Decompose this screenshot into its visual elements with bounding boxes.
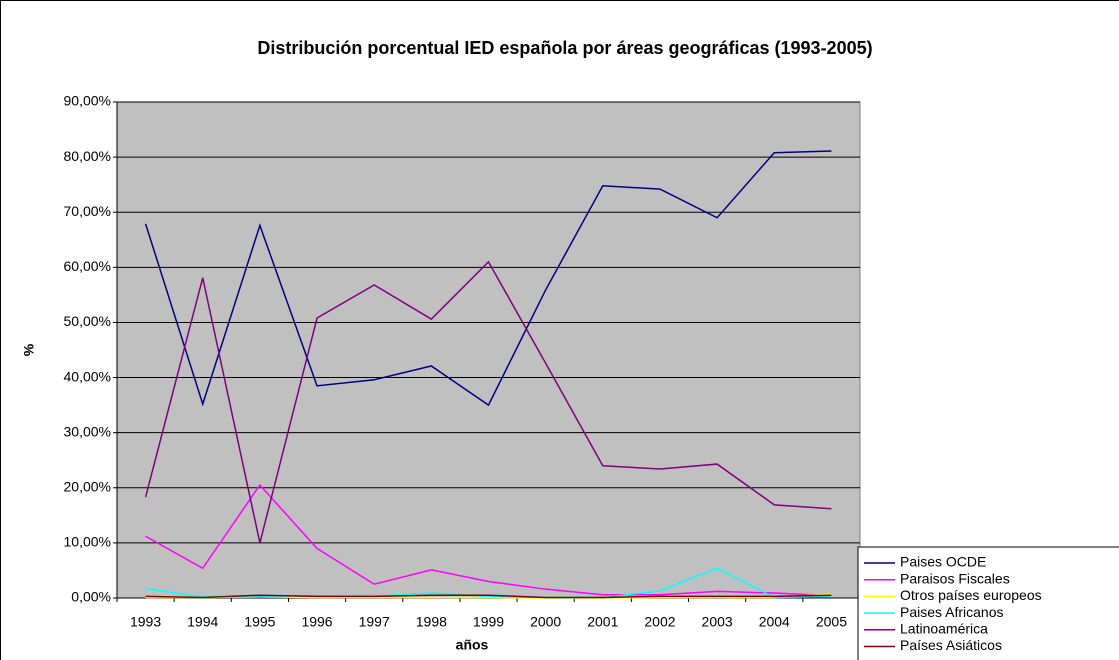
- x-tick-label: 2005: [816, 614, 847, 630]
- plot-area: [116, 101, 861, 599]
- legend-label: Latinoamérica: [900, 621, 988, 637]
- legend-label: Otros países europeos: [900, 587, 1042, 603]
- y-tick-label: 40,00%: [64, 368, 111, 384]
- y-tick-label: 0,00%: [71, 589, 111, 605]
- legend-label: Países Asiáticos: [900, 637, 1002, 653]
- x-tick-label: 2002: [644, 614, 675, 630]
- x-tick-label: 1995: [244, 614, 275, 630]
- legend-label: Paises OCDE: [900, 554, 986, 570]
- series-line: [145, 594, 832, 599]
- y-tick-label: 60,00%: [64, 258, 111, 274]
- series-line: [145, 567, 832, 599]
- x-tick-label: 2003: [702, 614, 733, 630]
- chart-title: Distribución porcentual IED española por…: [257, 38, 873, 58]
- x-tick-label: 1996: [301, 614, 332, 630]
- x-tick-label: 2004: [759, 614, 790, 630]
- x-tick-label: 1997: [359, 614, 390, 630]
- legend-label: Paises Africanos: [900, 604, 1004, 620]
- y-tick-label: 10,00%: [64, 534, 111, 550]
- x-tick-label: 1993: [130, 614, 161, 630]
- x-tick-label: 2001: [587, 614, 618, 630]
- x-tick-label: 1998: [416, 614, 447, 630]
- x-tick-label: 1994: [187, 614, 218, 630]
- y-tick-label: 80,00%: [64, 148, 111, 164]
- y-axis-label: %: [21, 343, 37, 356]
- legend-label: Paraisos Fiscales: [900, 570, 1010, 586]
- y-tick-label: 90,00%: [64, 93, 111, 109]
- x-tick-label: 2000: [530, 614, 561, 630]
- x-tick-label: 1999: [473, 614, 504, 630]
- x-axis-label: años: [456, 637, 489, 653]
- series-line: [144, 260, 832, 544]
- series-line: [144, 150, 832, 407]
- y-tick-label: 50,00%: [64, 313, 111, 329]
- y-tick-label: 70,00%: [64, 203, 111, 219]
- y-tick-label: 30,00%: [64, 423, 111, 439]
- legend-box: [857, 546, 1119, 660]
- series-line: [145, 483, 832, 597]
- y-tick-label: 20,00%: [64, 478, 111, 494]
